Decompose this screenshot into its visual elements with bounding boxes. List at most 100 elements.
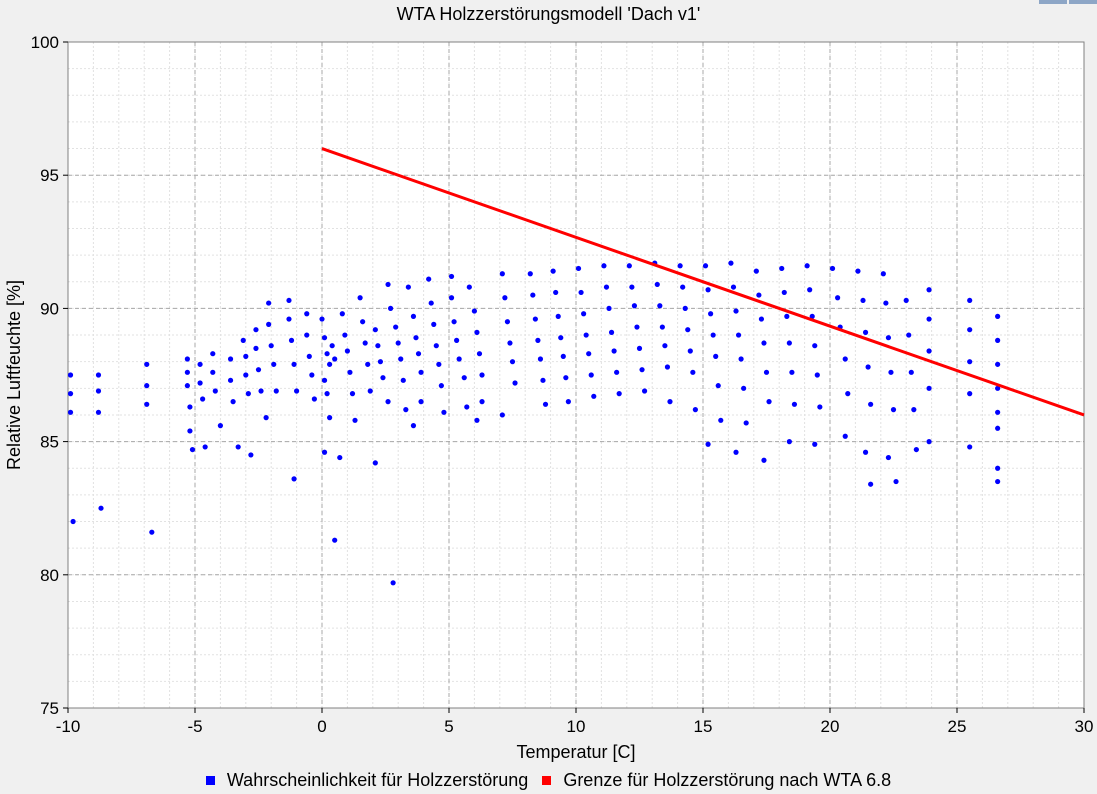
scatter-point: [659, 324, 665, 330]
scatter-point: [456, 356, 462, 362]
scatter-point: [842, 433, 848, 439]
x-tick-label: 5: [444, 717, 453, 736]
scatter-point: [474, 329, 480, 335]
x-axis-label: Temperatur [C]: [516, 742, 635, 762]
scatter-point: [433, 343, 439, 349]
scatter-point: [321, 377, 328, 383]
scatter-point: [243, 353, 249, 359]
scatter-point: [583, 332, 589, 338]
scatter-point: [611, 348, 617, 354]
scatter-point: [67, 409, 74, 415]
scatter-point: [344, 348, 350, 354]
scatter-point: [210, 369, 216, 375]
scatter-point: [578, 289, 584, 296]
scatter-point: [807, 287, 813, 293]
scatter-point: [410, 423, 417, 429]
scatter-point: [786, 439, 792, 445]
scatter-point: [337, 454, 343, 461]
scatter-point: [967, 327, 973, 333]
scatter-point: [357, 295, 363, 301]
scatter-point: [67, 372, 74, 378]
scatter-point: [563, 375, 569, 381]
scatter-point: [995, 337, 1001, 343]
scatter-point: [550, 268, 556, 274]
scatter-point: [926, 287, 932, 293]
scatter-point: [565, 399, 571, 405]
scatter-point: [144, 383, 150, 389]
scatter-point: [555, 313, 561, 319]
scatter-point: [804, 263, 810, 269]
scatter-point: [784, 313, 790, 319]
scatter-point: [835, 295, 841, 301]
scatter-point: [995, 361, 1001, 367]
y-tick-label: 75: [40, 699, 59, 718]
scatter-point: [535, 337, 541, 343]
scatter-point: [791, 401, 798, 407]
scatter-point: [309, 372, 315, 378]
scatter-point: [479, 399, 485, 405]
legend-label-grenze: Grenze für Holzzerstörung nach WTA 6.8: [563, 770, 892, 790]
scatter-point: [95, 372, 102, 378]
scatter-point: [451, 319, 457, 325]
scatter-point: [606, 305, 612, 311]
scatter-point: [629, 284, 635, 290]
scatter-point: [471, 308, 477, 314]
scatter-point: [377, 359, 384, 365]
scatter-point: [372, 327, 378, 333]
scatter-point: [405, 284, 411, 290]
legend-item-wahrscheinlichkeit: Wahrscheinlichkeit für Holzzerstörung: [205, 770, 528, 791]
scatter-point: [385, 399, 391, 405]
scatter-point: [375, 343, 381, 349]
grid: [67, 41, 1085, 709]
scatter-point: [288, 337, 295, 343]
scatter-point: [464, 404, 470, 410]
scatter-point: [537, 356, 544, 362]
scatter-point: [144, 401, 150, 407]
scatter-point: [967, 359, 973, 365]
minimize-icon[interactable]: [1039, 0, 1067, 4]
scatter-point: [766, 399, 772, 405]
scatter-point: [436, 361, 442, 367]
scatter-point: [253, 345, 259, 351]
y-tick-label: 85: [40, 433, 59, 452]
scatter-point: [202, 444, 208, 450]
scatter-point: [967, 391, 973, 397]
scatter-point: [588, 372, 594, 378]
scatter-point: [255, 367, 262, 373]
scatter-point: [779, 265, 785, 272]
scatter-point: [294, 388, 300, 394]
maximize-icon[interactable]: [1069, 0, 1097, 4]
scatter-point: [913, 446, 919, 453]
limit-line: [321, 147, 1085, 417]
x-tick-label: 25: [948, 717, 967, 736]
scatter-point: [738, 356, 744, 362]
scatter-point: [197, 361, 203, 367]
scatter-point: [187, 428, 193, 434]
scatter-point: [885, 335, 892, 341]
scatter-point: [304, 332, 310, 338]
scatter-point: [243, 372, 249, 378]
legend: Wahrscheinlichkeit für Holzzerstörung Gr…: [0, 770, 1097, 791]
scatter-point: [829, 265, 836, 272]
scatter-point: [98, 505, 104, 511]
scatter-point: [431, 321, 437, 327]
chart-title: WTA Holzzerstörungsmodell 'Dach v1': [396, 4, 701, 24]
scatter-point: [743, 420, 749, 426]
x-tick-label: -10: [56, 717, 81, 736]
window-corner-buttons[interactable]: [1039, 0, 1097, 4]
scatter-point: [291, 476, 297, 482]
scatter-point: [616, 391, 622, 397]
scatter-point: [245, 391, 251, 397]
scatter-point: [332, 356, 338, 362]
scatter-point: [713, 353, 719, 359]
scatter-point: [306, 353, 312, 359]
scatter-point: [758, 316, 765, 322]
scatter-point: [95, 409, 102, 415]
scatter-point: [893, 478, 899, 485]
scatter-point: [184, 383, 190, 389]
scatter-point: [479, 372, 485, 378]
scatter-point: [715, 383, 721, 389]
scatter-point: [530, 292, 536, 298]
scatter-point: [413, 335, 419, 341]
y-tick-label: 95: [40, 166, 59, 185]
